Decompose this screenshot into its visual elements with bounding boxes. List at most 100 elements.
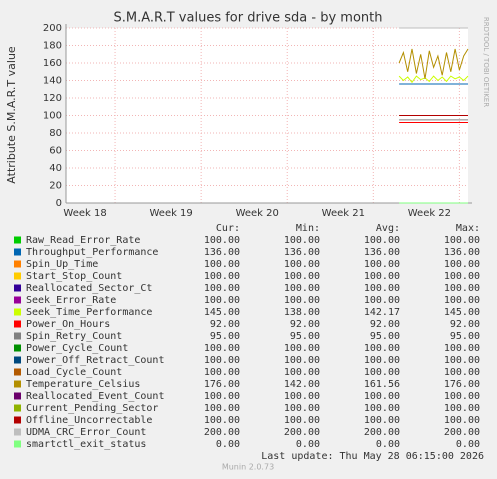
legend-stat: 100.00 [204, 343, 240, 354]
legend-label: Spin_Retry_Count [26, 331, 122, 342]
y-tick-label: 40 [49, 163, 62, 174]
legend-stat: 100.00 [204, 283, 240, 294]
y-axis-label: Attribute S.M.A.R.T value [5, 46, 18, 184]
legend-stat: 100.00 [284, 235, 320, 246]
legend-stat: 100.00 [204, 295, 240, 306]
legend-stat: 100.00 [284, 259, 320, 270]
legend-stat: 100.00 [444, 415, 480, 426]
legend-swatch [14, 440, 21, 448]
legend-stat: 100.00 [364, 403, 400, 414]
legend-stat: 136.00 [364, 247, 400, 258]
legend-swatch [14, 380, 21, 388]
legend-swatch [14, 308, 21, 316]
legend-label: Throughput_Performance [26, 247, 158, 258]
legend-stat: 100.00 [284, 367, 320, 378]
legend-stat: 100.00 [364, 355, 400, 366]
legend-stat: 95.00 [210, 331, 240, 342]
legend-stat: 176.00 [204, 379, 240, 390]
y-tick-label: 200 [43, 23, 62, 34]
legend-stat: 100.00 [364, 391, 400, 402]
legend-stat: 100.00 [204, 367, 240, 378]
legend-stat: 0.00 [456, 439, 480, 450]
series-line [398, 75, 469, 84]
legend-swatch [14, 428, 21, 436]
legend-swatch [14, 272, 21, 280]
y-tick-label: 80 [49, 128, 62, 139]
legend-label: Raw_Read_Error_Rate [26, 235, 140, 246]
legend-stat: 92.00 [290, 319, 320, 330]
legend-swatch [14, 332, 21, 340]
legend-stat: 100.00 [444, 367, 480, 378]
legend-stat: 100.00 [284, 415, 320, 426]
legend-stat: 100.00 [204, 415, 240, 426]
legend-stat: 100.00 [444, 259, 480, 270]
legend-swatch [14, 416, 21, 424]
legend-swatch [14, 260, 21, 268]
legend-stat: 136.00 [444, 247, 480, 258]
x-tick-label: Week 22 [408, 208, 451, 219]
y-tick-label: 120 [43, 93, 62, 104]
legend-stat: 136.00 [284, 247, 320, 258]
legend-stat: 100.00 [204, 403, 240, 414]
legend-label: smartctl_exit_status [26, 439, 146, 450]
legend-stat: 100.00 [364, 235, 400, 246]
legend-stat: 95.00 [290, 331, 320, 342]
legend-stat: 100.00 [204, 235, 240, 246]
legend-stat: 100.00 [284, 271, 320, 282]
legend-stat: 200.00 [204, 427, 240, 438]
legend-stat: 100.00 [444, 295, 480, 306]
legend-stat: 100.00 [364, 415, 400, 426]
legend-stat: 100.00 [284, 343, 320, 354]
legend-label: Reallocated_Sector_Ct [26, 283, 152, 294]
legend-label: Power_Off_Retract_Count [26, 355, 164, 366]
legend-stat: 145.00 [444, 307, 480, 318]
legend-stat: 100.00 [444, 403, 480, 414]
legend-stat: 100.00 [444, 235, 480, 246]
legend-swatch [14, 248, 21, 256]
legend-stat: 0.00 [376, 439, 400, 450]
legend-stat: 100.00 [284, 283, 320, 294]
legend-label: Spin_Up_Time [26, 259, 98, 270]
legend-stat: 0.00 [296, 439, 320, 450]
legend-stat: 200.00 [364, 427, 400, 438]
legend-stat: 142.17 [364, 307, 400, 318]
legend-swatch [14, 344, 21, 352]
legend-swatch [14, 284, 21, 292]
legend-stat: 200.00 [284, 427, 320, 438]
legend-label: Power_On_Hours [26, 319, 110, 330]
legend-stat: 100.00 [364, 367, 400, 378]
legend-stat: 100.00 [284, 391, 320, 402]
legend-stat: 100.00 [364, 343, 400, 354]
legend-stat: 100.00 [204, 259, 240, 270]
legend-label: Load_Cycle_Count [26, 367, 122, 378]
x-tick-label: Week 19 [149, 208, 192, 219]
y-tick-label: 20 [49, 181, 62, 192]
legend-swatch [14, 368, 21, 376]
legend-header: Avg: [376, 223, 400, 234]
y-tick-label: 180 [43, 41, 62, 52]
y-tick-label: 60 [49, 146, 62, 157]
x-tick-label: Week 20 [236, 208, 279, 219]
legend-stat: 100.00 [284, 403, 320, 414]
series-line [398, 48, 469, 79]
legend-stat: 161.56 [364, 379, 400, 390]
legend-stat: 100.00 [204, 355, 240, 366]
legend-stat: 100.00 [284, 355, 320, 366]
legend-stat: 100.00 [364, 283, 400, 294]
legend-stat: 95.00 [450, 331, 480, 342]
legend-stat: 138.00 [284, 307, 320, 318]
legend-stat: 145.00 [204, 307, 240, 318]
legend-stat: 100.00 [444, 283, 480, 294]
legend-stat: 92.00 [210, 319, 240, 330]
legend-label: Temperature_Celsius [26, 379, 140, 390]
legend-header: Cur: [216, 223, 240, 234]
legend-stat: 100.00 [204, 391, 240, 402]
y-tick-label: 140 [43, 76, 62, 87]
legend-stat: 100.00 [284, 295, 320, 306]
legend-stat: 176.00 [444, 379, 480, 390]
y-tick-label: 160 [43, 58, 62, 69]
legend-stat: 92.00 [450, 319, 480, 330]
legend-swatch [14, 320, 21, 328]
legend-label: Start_Stop_Count [26, 271, 122, 282]
legend-label: Seek_Error_Rate [26, 295, 116, 306]
